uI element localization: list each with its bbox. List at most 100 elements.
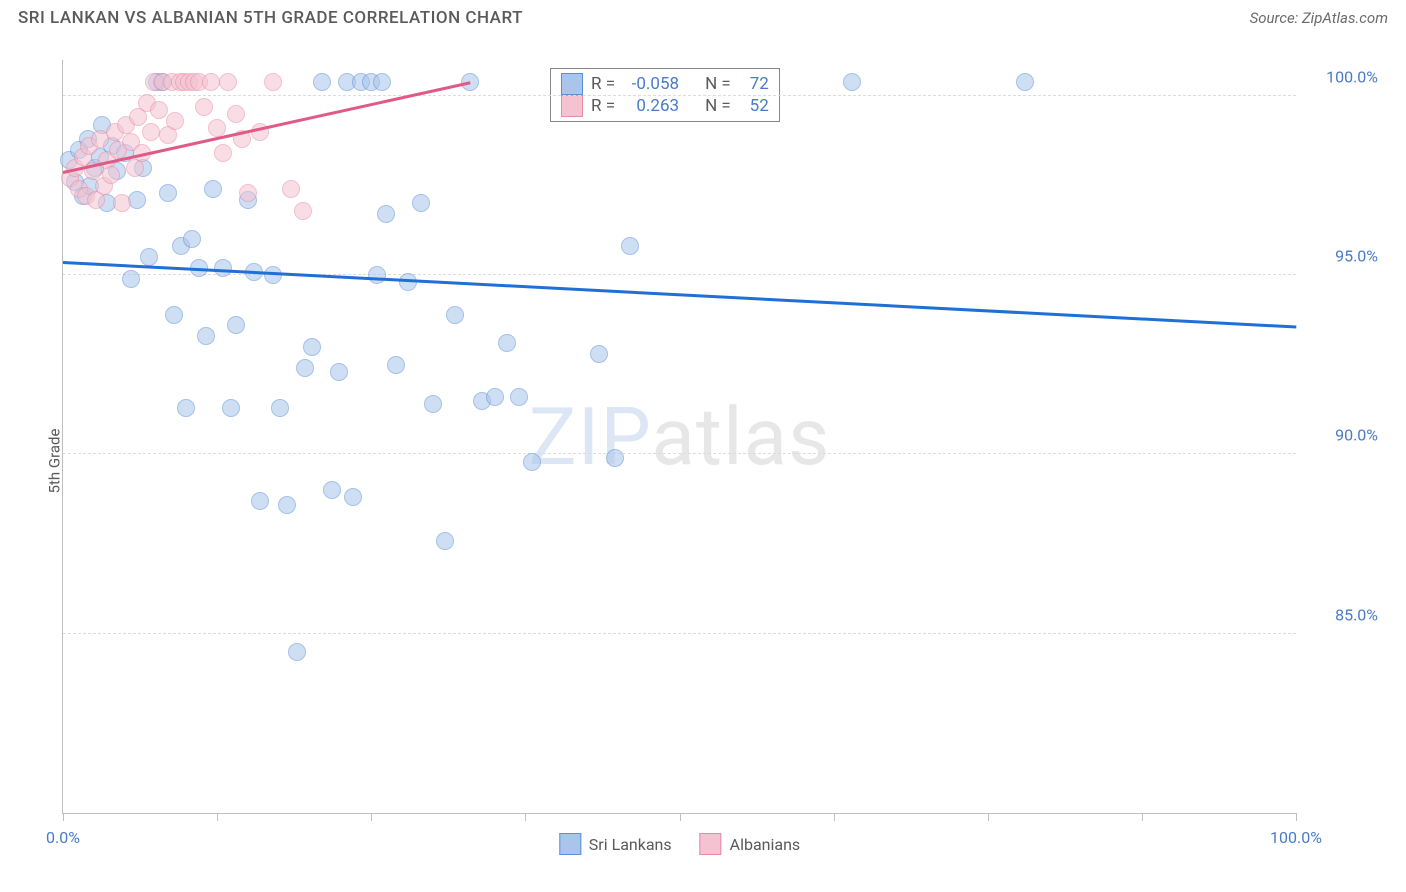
y-tick-label: 90.0% bbox=[1308, 426, 1378, 445]
data-point bbox=[510, 388, 528, 406]
legend-series-label: Albanians bbox=[730, 835, 801, 854]
x-tick-label: 100.0% bbox=[1270, 828, 1322, 847]
data-point bbox=[166, 112, 184, 130]
data-point bbox=[606, 449, 624, 467]
data-point bbox=[294, 202, 312, 220]
data-point bbox=[303, 338, 321, 356]
watermark-part2: atlas bbox=[651, 390, 830, 484]
data-point bbox=[113, 194, 131, 212]
legend-series-item: Albanians bbox=[700, 833, 801, 855]
data-point bbox=[142, 123, 160, 141]
data-point bbox=[183, 230, 201, 248]
gridline bbox=[63, 453, 1296, 454]
legend-series-item: Sri Lankans bbox=[559, 833, 672, 855]
data-point bbox=[140, 248, 158, 266]
legend-swatch bbox=[700, 833, 722, 855]
chart-title: SRI LANKAN VS ALBANIAN 5TH GRADE CORRELA… bbox=[18, 8, 523, 28]
data-point bbox=[288, 643, 306, 661]
data-point bbox=[219, 73, 237, 91]
data-point bbox=[204, 180, 222, 198]
data-point bbox=[368, 266, 386, 284]
gridline bbox=[63, 95, 1296, 96]
legend-r-value: 0.263 bbox=[623, 96, 679, 116]
chart-source: Source: ZipAtlas.com bbox=[1250, 9, 1388, 27]
legend-swatch bbox=[559, 833, 581, 855]
data-point bbox=[239, 184, 257, 202]
data-point bbox=[344, 488, 362, 506]
data-point bbox=[271, 399, 289, 417]
data-point bbox=[843, 73, 861, 91]
legend-n-value: 72 bbox=[739, 74, 769, 94]
x-tick bbox=[1142, 813, 1143, 821]
legend-r-label: R = bbox=[591, 96, 615, 116]
data-point bbox=[227, 316, 245, 334]
x-tick bbox=[63, 813, 64, 821]
data-point bbox=[412, 194, 430, 212]
data-point bbox=[523, 453, 541, 471]
data-point bbox=[377, 205, 395, 223]
data-point bbox=[214, 144, 232, 162]
legend-n-label: N = bbox=[705, 74, 731, 94]
chart-area: 5th Grade ZIPatlas R = -0.058 N = 72 R = 0.26… bbox=[18, 48, 1388, 874]
y-tick-label: 95.0% bbox=[1308, 247, 1378, 266]
y-tick-label: 100.0% bbox=[1308, 67, 1378, 86]
data-point bbox=[264, 73, 282, 91]
data-point bbox=[498, 334, 516, 352]
data-point bbox=[227, 105, 245, 123]
legend-stat-row: R = -0.058 N = 72 bbox=[561, 73, 769, 95]
data-point bbox=[330, 363, 348, 381]
plot-region: ZIPatlas R =-0.058N =72R =0.263N =52 Sri… bbox=[62, 60, 1296, 814]
x-tick bbox=[525, 813, 526, 821]
data-point bbox=[195, 98, 213, 116]
x-tick bbox=[371, 813, 372, 821]
data-point bbox=[446, 306, 464, 324]
x-tick bbox=[217, 813, 218, 821]
data-point bbox=[436, 532, 454, 550]
data-point bbox=[282, 180, 300, 198]
gridline bbox=[63, 633, 1296, 634]
data-point bbox=[590, 345, 608, 363]
legend-r-value: -0.058 bbox=[623, 74, 679, 94]
data-point bbox=[399, 273, 417, 291]
data-point bbox=[278, 496, 296, 514]
data-point bbox=[214, 259, 232, 277]
data-point bbox=[1016, 73, 1034, 91]
data-point bbox=[486, 388, 504, 406]
data-point bbox=[387, 356, 405, 374]
data-point bbox=[122, 270, 140, 288]
legend-swatch bbox=[561, 73, 583, 95]
data-point bbox=[159, 184, 177, 202]
x-tick bbox=[1296, 813, 1297, 821]
data-point bbox=[165, 306, 183, 324]
data-point bbox=[621, 237, 639, 255]
data-point bbox=[202, 73, 220, 91]
legend-n-label: N = bbox=[705, 96, 731, 116]
legend-r-label: R = bbox=[591, 74, 615, 94]
legend-series: Sri Lankans Albanians bbox=[559, 833, 800, 855]
x-tick bbox=[834, 813, 835, 821]
data-point bbox=[102, 166, 120, 184]
data-point bbox=[197, 327, 215, 345]
data-point bbox=[264, 266, 282, 284]
legend-swatch bbox=[561, 95, 583, 117]
data-point bbox=[177, 399, 195, 417]
legend-series-label: Sri Lankans bbox=[589, 835, 672, 854]
data-point bbox=[313, 73, 331, 91]
legend-stat-row: R = 0.263 N = 52 bbox=[561, 95, 769, 117]
trend-line bbox=[63, 261, 1296, 328]
x-tick bbox=[988, 813, 989, 821]
x-tick-label: 0.0% bbox=[46, 828, 80, 847]
data-point bbox=[222, 399, 240, 417]
x-tick bbox=[680, 813, 681, 821]
y-tick-label: 85.0% bbox=[1308, 605, 1378, 624]
data-point bbox=[251, 492, 269, 510]
data-point bbox=[323, 481, 341, 499]
legend-n-value: 52 bbox=[739, 96, 769, 116]
watermark: ZIPatlas bbox=[529, 390, 831, 484]
data-point bbox=[150, 101, 168, 119]
data-point bbox=[373, 73, 391, 91]
watermark-part1: ZIP bbox=[529, 390, 652, 484]
data-point bbox=[296, 359, 314, 377]
y-axis-label: 5th Grade bbox=[45, 429, 63, 494]
data-point bbox=[424, 395, 442, 413]
